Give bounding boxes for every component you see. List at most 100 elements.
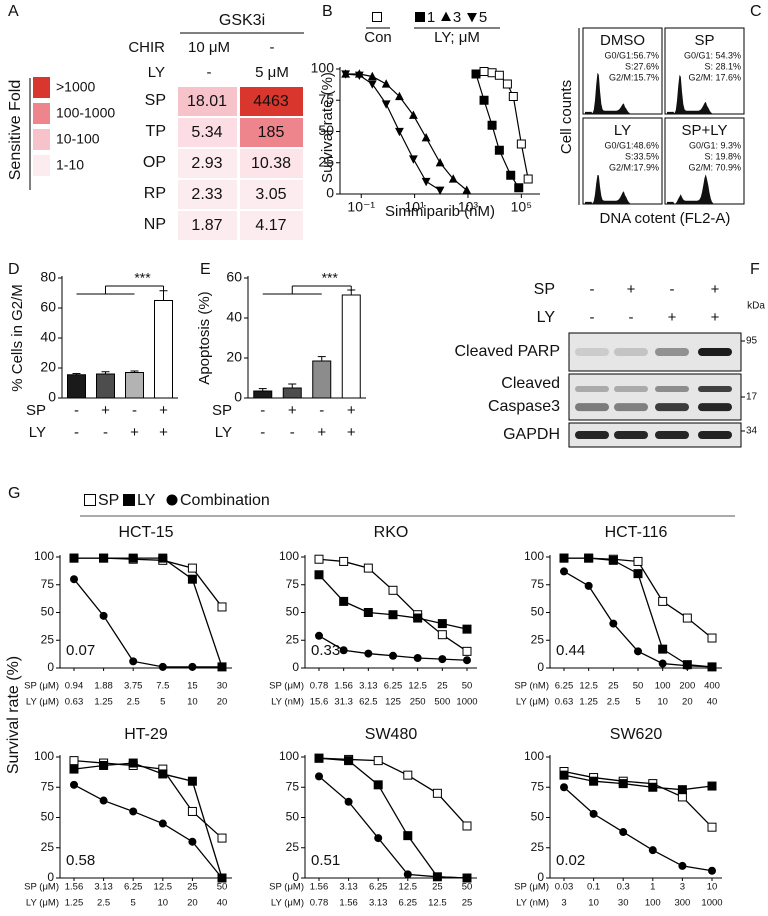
y-tick-label: 50 [41,605,55,619]
x-tick-label: 1.56 [65,882,84,893]
marker [516,139,526,149]
x-tick-label: 5 [131,898,136,909]
x-tick-label: 0.1 [587,882,600,893]
x-row-name: SP (nM) [514,681,549,692]
y-tick-label: 25 [531,840,545,854]
heat-cell [178,118,237,147]
row-name: OP [143,154,166,171]
marker [708,662,716,671]
plot-title: SP+LY [681,122,727,139]
y-tick-label: 0 [47,870,54,884]
treatment-sign: + [627,281,636,298]
treatment-sign: - [590,309,595,326]
histogram [585,72,660,114]
condition-sign: - [74,402,79,419]
treatment-sign: + [668,309,677,326]
chart-title: SW480 [365,726,418,743]
y-tick-label: 100 [311,60,335,76]
legend-label: 1 [427,9,435,26]
plot-title: DMSO [600,32,645,49]
x-tick-label: 5 [160,697,165,708]
plot-title: LY [614,122,631,139]
condition-sign: + [317,424,326,441]
marker [129,657,138,666]
y-tick-label: 100 [524,549,544,563]
marker [560,783,568,792]
heat-cell [240,180,303,209]
x-tick-label: 10 [158,898,169,909]
y-tick-label: 20 [40,359,56,375]
marker [633,556,643,566]
y-tick-label: 25 [286,840,300,854]
legend-marker [166,494,178,506]
x-tick-label: 125 [385,697,401,708]
x-tick-label: 50 [462,681,473,692]
x-tick-label: 50 [462,882,473,893]
legend-marker [84,494,96,506]
bar [154,300,173,399]
x-tick-label: 25 [608,681,619,692]
cell-value: 3.05 [255,186,286,203]
x-tick-label: 10³ [458,199,479,215]
x-tick-label: 31.3 [334,697,353,708]
series-line [563,786,713,872]
marker [158,819,167,828]
marker [479,95,489,105]
series-line [73,762,223,879]
series-line [318,757,468,827]
treatment-sign: + [711,281,720,298]
legend-swatch [33,155,50,176]
marker [341,70,351,79]
marker [403,870,412,879]
marker [395,127,404,137]
x-tick-label: 500 [434,697,450,708]
marker [187,806,197,816]
column-value: - [270,39,275,56]
blot-band [575,431,609,439]
marker [363,563,373,573]
column-value: 10 μM [188,39,230,56]
series-line [563,774,713,791]
x-tick-label: 10 [707,882,718,893]
marker [619,828,628,837]
y-tick-label: 75 [531,779,545,793]
marker [658,644,668,654]
marker [633,569,643,579]
heat-cell [240,149,303,178]
x-axis-label: Simmiparib (nM) [385,203,495,220]
blot-band [655,386,689,392]
x-tick-label: 15.6 [310,697,329,708]
legend-swatch [33,77,50,98]
marker [707,781,717,791]
legend-label: 10-100 [56,131,100,147]
x-tick-label: 10⁵ [511,199,532,215]
legend-label: 3 [453,9,461,26]
series-line [318,775,468,879]
x-tick-label: 20 [187,898,198,909]
y-tick-label: 0 [48,389,56,405]
marker [589,809,598,818]
panel-label: D [8,261,20,278]
band-label: GAPDH [503,426,560,443]
marker [217,833,227,843]
phase-stat: G2/M: 70.9% [688,162,741,172]
x-tick-label: 1.25 [94,697,113,708]
cell-value: 18.01 [187,93,227,110]
y-tick-label: 25 [41,632,55,646]
condition-sign: - [132,402,137,419]
group-label: GSK3i [219,12,265,29]
x-tick-label: 3 [561,898,566,909]
x-tick-label: 1.25 [579,697,598,708]
marker [128,758,138,768]
y-tick-label: 75 [318,91,334,107]
x-row-name: LY (nM) [271,697,304,708]
marker [559,553,569,563]
condition-sign: + [159,424,168,441]
series-line [475,73,520,189]
marker [158,553,168,563]
marker [408,155,418,164]
x-axis-label: DNA cotent (FL2-A) [600,210,731,227]
marker [158,662,167,671]
x-row-name: SP (μM) [269,882,304,893]
x-tick-label: 25 [437,681,448,692]
